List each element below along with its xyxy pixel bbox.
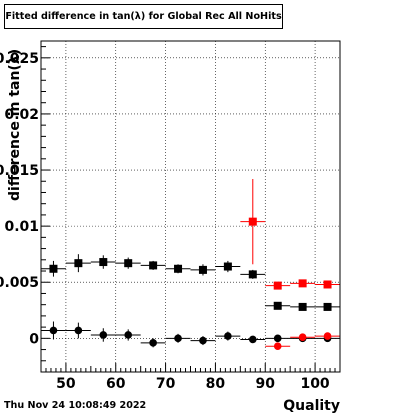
y-tick-label: 0.025 xyxy=(0,51,39,67)
data-series xyxy=(41,179,340,350)
series-3 xyxy=(265,332,340,350)
data-point xyxy=(273,342,282,350)
data-point xyxy=(248,270,257,279)
x-tick-label: 90 xyxy=(256,376,276,392)
series-0 xyxy=(41,254,340,311)
grid xyxy=(41,41,340,372)
data-point xyxy=(223,262,232,271)
data-point xyxy=(248,217,257,226)
data-point xyxy=(49,264,58,273)
data-point xyxy=(199,336,207,345)
data-point xyxy=(323,302,332,311)
timestamp: Thu Nov 24 10:08:49 2022 xyxy=(4,400,147,411)
data-point xyxy=(149,261,158,270)
x-tick-label: 60 xyxy=(106,376,126,392)
data-point xyxy=(273,281,282,290)
series-1 xyxy=(41,321,340,348)
y-tick-label: 0.005 xyxy=(0,275,39,291)
data-point xyxy=(49,326,58,335)
x-tick-label: 50 xyxy=(56,376,76,392)
x-tick-label: 70 xyxy=(156,376,176,392)
x-axis-label: Quality xyxy=(283,398,340,414)
data-point xyxy=(174,334,182,343)
data-point xyxy=(298,279,307,288)
y-tick-label: 0.015 xyxy=(0,163,39,179)
plot-frame xyxy=(40,40,341,373)
x-tick-label: 100 xyxy=(300,376,329,392)
chart-title-box: Fitted difference in tan(λ) for Global R… xyxy=(4,4,283,29)
data-point xyxy=(273,301,282,310)
data-point xyxy=(74,326,83,335)
y-axis-label: difference in tan(λ) xyxy=(7,49,23,201)
y-tick-label: 0 xyxy=(29,331,39,347)
data-point xyxy=(124,259,133,268)
data-point xyxy=(323,280,332,289)
data-point xyxy=(323,332,332,340)
y-tick-label: 0.01 xyxy=(4,219,39,235)
axis-ticks: 50 60 70 80 90 100 0 0.005 0.01 0.015 0.02 0.025 xyxy=(0,46,336,392)
data-point xyxy=(74,259,83,268)
data-point xyxy=(99,331,108,339)
y-tick-label: 0.02 xyxy=(4,107,39,123)
data-point xyxy=(248,335,257,344)
data-point xyxy=(99,258,108,267)
data-point xyxy=(198,265,207,274)
data-point xyxy=(149,339,157,347)
series-2 xyxy=(240,179,340,290)
chart-title: Fitted difference in tan(λ) for Global R… xyxy=(5,11,282,22)
x-tick-label: 80 xyxy=(206,376,226,392)
data-point xyxy=(174,264,183,273)
data-point xyxy=(298,302,307,311)
data-point xyxy=(298,333,307,342)
data-point xyxy=(124,331,133,339)
data-point xyxy=(224,332,232,340)
data-point xyxy=(273,334,282,343)
